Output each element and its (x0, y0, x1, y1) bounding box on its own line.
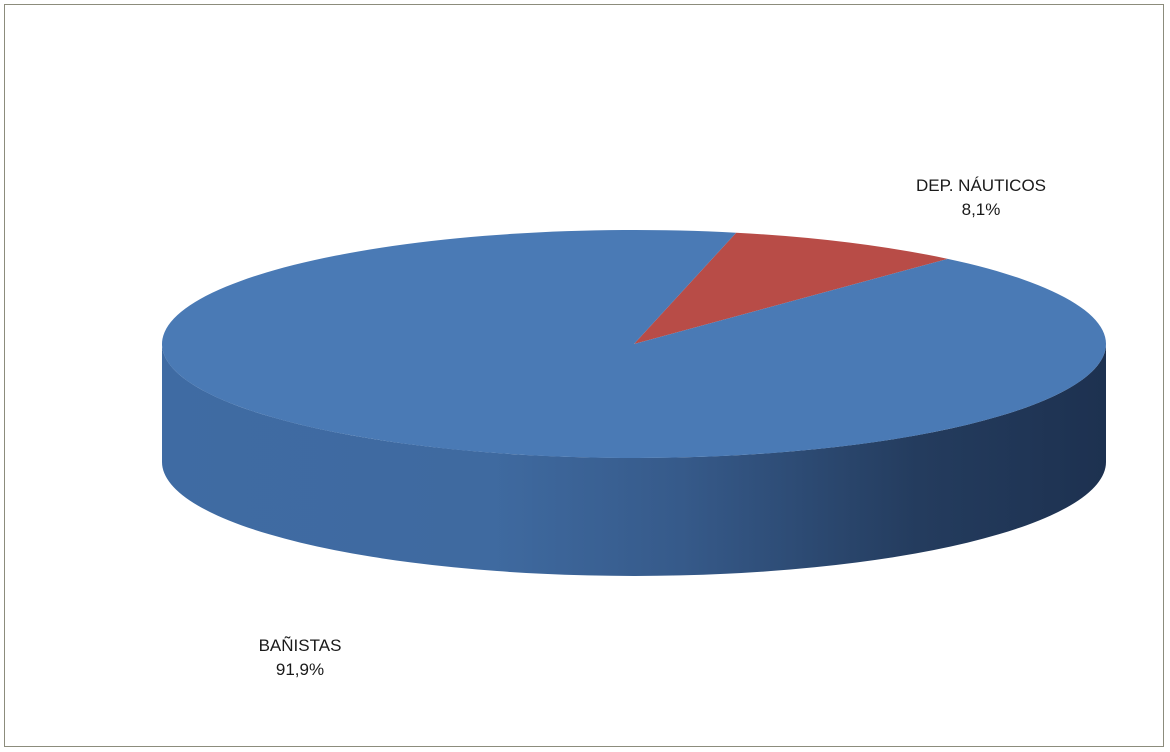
pie-side-band (162, 344, 1106, 576)
slice-banistas (161, 230, 1106, 458)
slice-label-nauticos-name: DEP. NÁUTICOS (915, 176, 1047, 195)
slice-label-banistas: BAÑISTAS 91,9% (259, 634, 342, 682)
slice-label-banistas-name: BAÑISTAS (258, 636, 342, 655)
pie-top (161, 230, 1106, 458)
slice-label-nauticos: DEP. NÁUTICOS 8,1% (916, 174, 1046, 222)
slice-label-banistas-value: 91,9% (275, 660, 325, 679)
pie-side (162, 344, 1106, 576)
slice-nauticos (634, 232, 948, 344)
slice-label-nauticos-value: 8,1% (961, 200, 1001, 219)
